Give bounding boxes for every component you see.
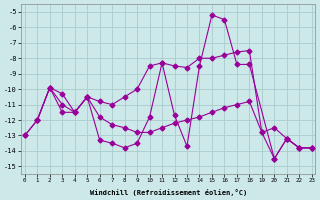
X-axis label: Windchill (Refroidissement éolien,°C): Windchill (Refroidissement éolien,°C) <box>90 189 247 196</box>
